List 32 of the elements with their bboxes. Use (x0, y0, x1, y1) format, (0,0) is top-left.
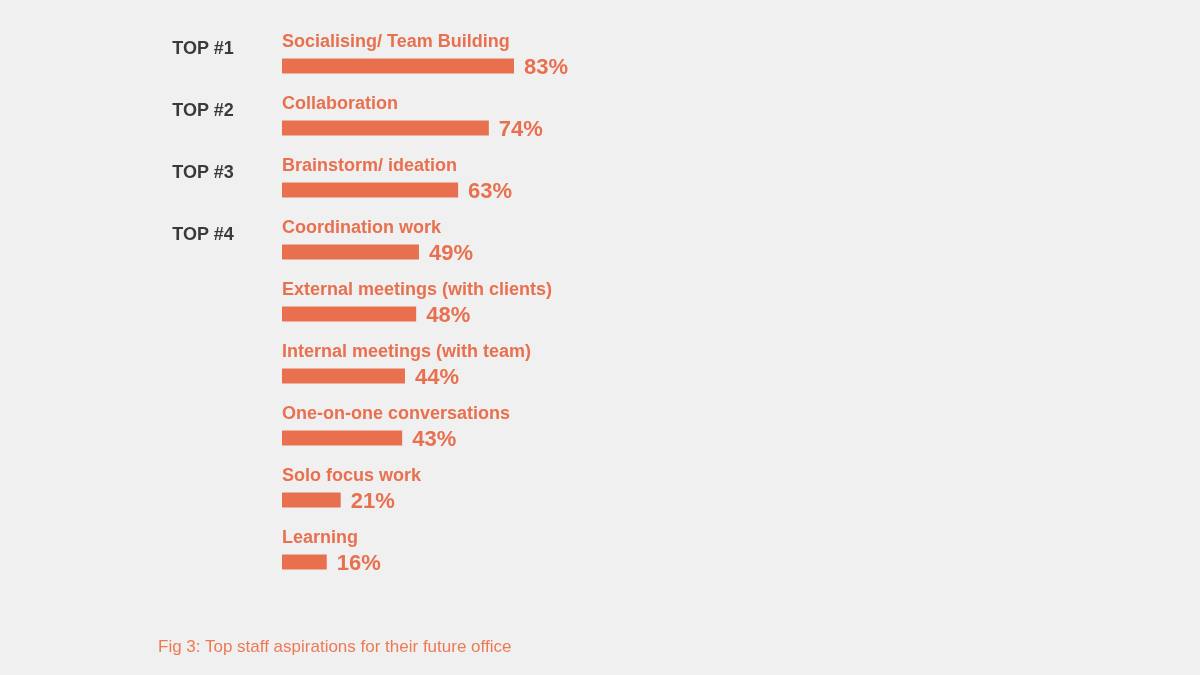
y-tick-label: Coordination work (282, 217, 442, 237)
caption: Fig 3: Top staff aspirations for their future office (158, 637, 512, 656)
y-tick-label: Solo focus work (282, 465, 423, 485)
bar (282, 306, 417, 322)
data-label: 43% (412, 426, 457, 451)
data-label: 16% (336, 550, 381, 575)
bar (282, 368, 405, 384)
data-label: 63% (468, 178, 513, 203)
y-tick-label: Socialising/ Team Building (282, 31, 510, 51)
bar (282, 492, 341, 508)
bar (282, 58, 514, 74)
data-label: 49% (428, 240, 474, 265)
bar (282, 430, 403, 446)
y-tick-label: External meetings (with clients) (282, 279, 553, 299)
y-tick-label: Internal meetings (with team) (282, 341, 532, 361)
bar (282, 120, 489, 136)
y-tick-label: Collaboration (282, 93, 398, 113)
text: TOP #2 (172, 100, 234, 120)
y-tick-label: One-on-one conversations (282, 403, 511, 423)
data-label: 48% (426, 302, 471, 327)
data-label: 21% (350, 488, 395, 513)
data-label: 44% (414, 364, 460, 389)
data-label: 83% (524, 54, 569, 79)
y-tick-label: Learning (282, 527, 359, 547)
text: TOP #1 (172, 38, 234, 58)
y-tick-label: Brainstorm/ ideation (282, 155, 458, 175)
bar (282, 244, 419, 260)
data-label: 74% (498, 116, 543, 141)
bar (282, 182, 459, 198)
bar (282, 554, 327, 570)
text: TOP #4 (172, 224, 234, 244)
text: TOP #3 (172, 162, 234, 182)
